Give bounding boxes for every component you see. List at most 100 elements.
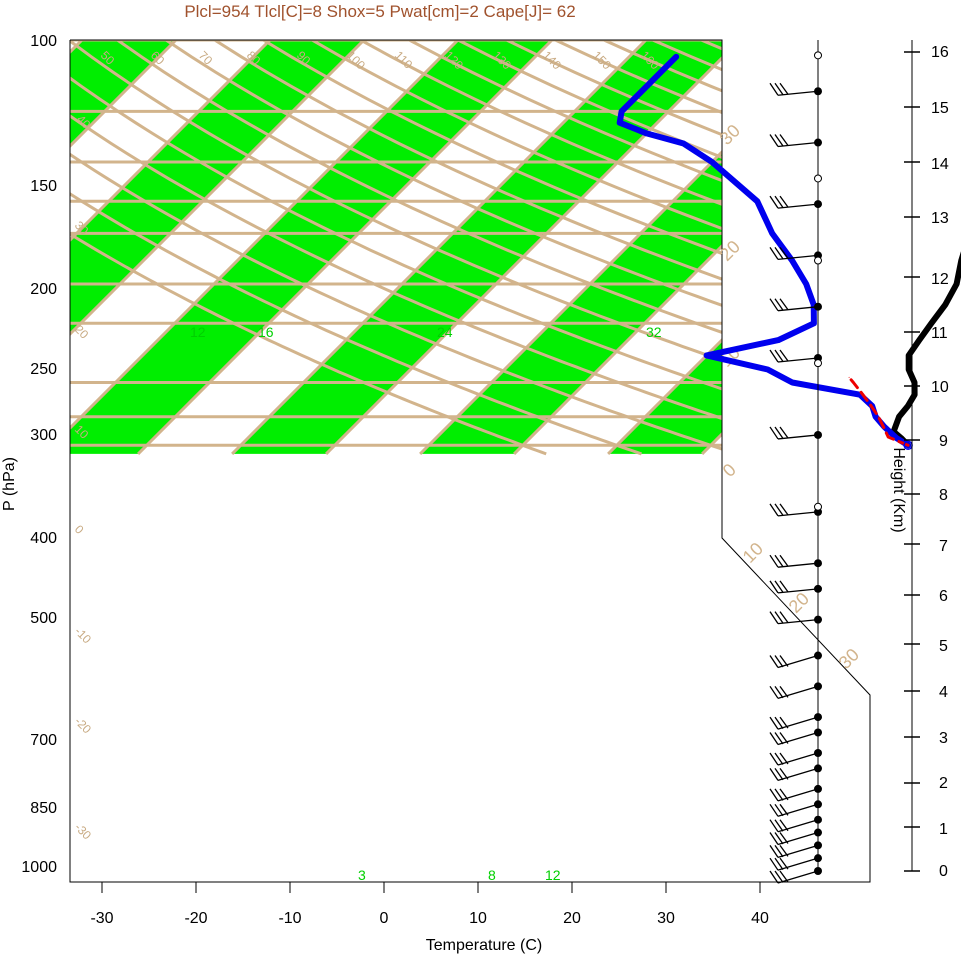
wind-barb <box>769 854 822 871</box>
profile-point <box>862 394 864 396</box>
wind-feather <box>779 752 789 765</box>
wind-feather <box>769 655 779 668</box>
profile-point <box>887 436 889 438</box>
profile-point <box>882 426 884 428</box>
profile-point <box>848 376 850 378</box>
height-tick-label: 5 <box>939 638 948 655</box>
profile-point <box>619 122 621 124</box>
wind-barb <box>769 426 822 440</box>
height-tick-label: 3 <box>939 730 948 747</box>
height-tick-label: 15 <box>931 100 949 117</box>
profile-point <box>918 339 920 341</box>
sounding-profiles <box>616 53 961 451</box>
profile-point <box>791 260 793 261</box>
wind-staff <box>777 588 819 594</box>
profile-point <box>813 322 815 324</box>
profile-point <box>791 382 793 383</box>
wind-barb <box>769 828 822 846</box>
wind-staff <box>777 434 819 440</box>
wind-staff <box>777 716 819 730</box>
pressure-tick-label: 250 <box>30 361 57 378</box>
profile-point <box>683 143 684 144</box>
pressure-tick-label: 300 <box>30 427 57 444</box>
wind-feather <box>779 768 789 780</box>
height-tick-label: 10 <box>931 379 949 396</box>
height-axis-title: Height (Km) <box>890 447 907 532</box>
wind-feather <box>774 844 784 858</box>
wind-feather <box>769 426 779 440</box>
y-axis-title: P (hPa) <box>1 457 18 511</box>
wind-feather <box>774 298 784 311</box>
pressure-tick-label: 500 <box>30 610 57 627</box>
wind-missing-marker <box>814 51 822 60</box>
profile-point <box>767 369 769 370</box>
wind-feather <box>779 349 789 362</box>
wind-feather <box>779 803 789 816</box>
wind-barb <box>769 611 822 625</box>
wind-feather <box>774 716 784 729</box>
profile-point <box>711 161 713 163</box>
wind-staff <box>777 654 819 669</box>
profile-point <box>944 304 946 306</box>
wind-staff <box>777 844 819 858</box>
profile-point <box>875 416 877 418</box>
wind-staff <box>777 357 819 363</box>
wind-staff <box>777 819 819 833</box>
height-tick-label: 12 <box>931 271 949 288</box>
wind-staff <box>777 562 819 568</box>
wind-barb <box>769 298 822 312</box>
wind-feather <box>779 732 789 744</box>
wind-feather <box>769 716 779 730</box>
profile-point <box>859 394 861 396</box>
profile-point <box>646 132 648 134</box>
wind-barb <box>769 800 822 817</box>
height-tick-label: 14 <box>931 156 949 173</box>
wind-staff <box>777 203 819 209</box>
wind-feather <box>769 870 779 884</box>
profile-point <box>930 322 932 324</box>
mixing-ratio-label: 3 <box>358 867 366 883</box>
profile-point <box>908 354 910 356</box>
wind-feather <box>769 788 779 802</box>
profile-point <box>898 416 900 418</box>
mixing-ratio-label: 12 <box>190 324 206 340</box>
isotherm-line <box>231 40 648 455</box>
wind-missing-marker <box>814 359 822 368</box>
height-tick-label: 4 <box>939 684 948 701</box>
wind-barb <box>769 651 822 669</box>
pressure-tick-label: 100 <box>30 33 57 50</box>
wind-feather <box>769 195 779 209</box>
wind-feather <box>769 844 779 858</box>
wind-profile <box>769 40 822 884</box>
wind-feather <box>774 819 784 832</box>
wind-feather <box>779 870 789 883</box>
isotherm-line <box>325 40 742 455</box>
wind-feather <box>774 82 784 96</box>
profile-point <box>805 283 807 285</box>
profile-point <box>956 283 958 285</box>
wind-feather <box>779 82 789 95</box>
wind-feather <box>769 247 779 260</box>
wind-feather <box>769 803 779 817</box>
height-tick-label: 7 <box>939 538 948 555</box>
wind-feather <box>779 655 789 667</box>
profile-point <box>852 382 854 383</box>
pressure-tick-label: 850 <box>30 800 57 817</box>
wind-feather <box>769 832 779 845</box>
wind-staff <box>777 306 819 312</box>
wind-feather <box>774 768 784 781</box>
wind-feather <box>769 685 779 699</box>
mixing-ratio-label: 24 <box>437 324 453 340</box>
wind-feather <box>774 611 784 624</box>
wind-feather <box>774 503 784 516</box>
height-tick-label: 8 <box>939 487 948 504</box>
wind-staff <box>777 254 819 261</box>
isotherm-line <box>890 40 961 454</box>
profile-point <box>914 394 916 396</box>
wind-barb <box>769 134 822 148</box>
wind-feather <box>769 768 779 781</box>
wind-feather <box>774 832 784 845</box>
profile-point <box>675 56 677 58</box>
wind-feather <box>774 554 784 568</box>
wind-staff <box>777 685 819 699</box>
